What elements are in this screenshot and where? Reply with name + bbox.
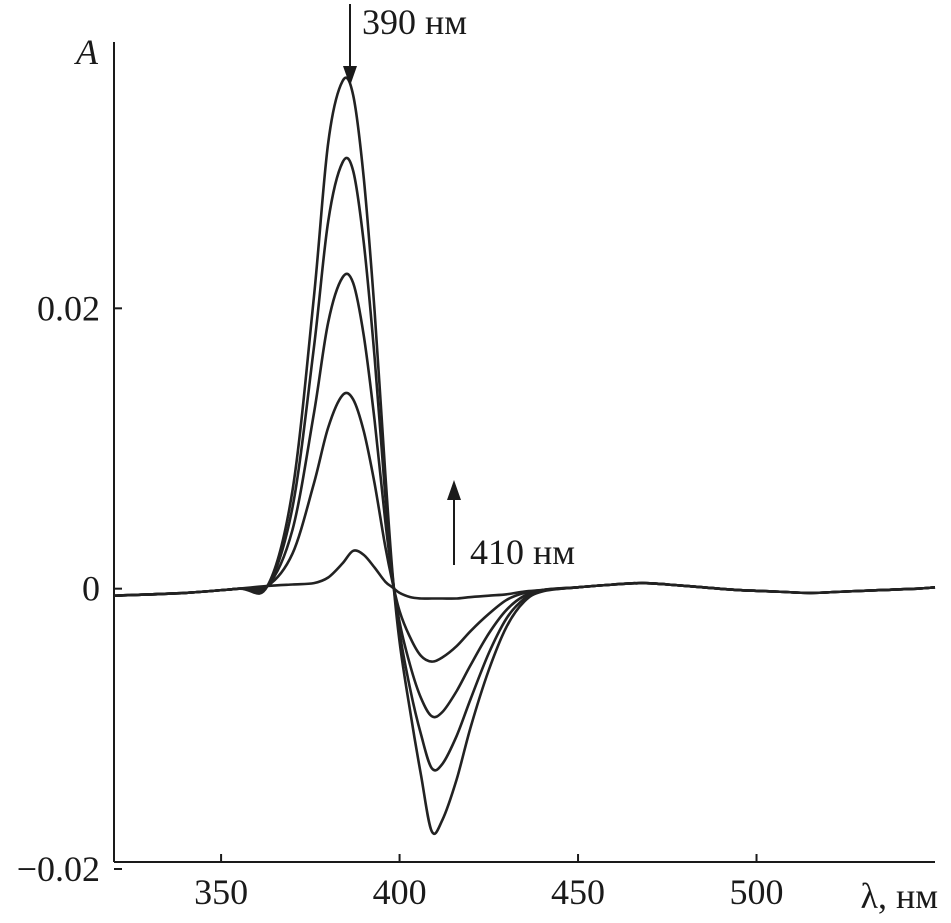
curves xyxy=(113,76,936,836)
ticks: 350 400 450 500 −0.02 0 0.02 xyxy=(17,288,784,912)
y-tick-label: 0 xyxy=(82,569,100,609)
x-tick-label: 350 xyxy=(194,872,248,912)
x-axis-title: λ, нм xyxy=(860,876,938,916)
series-line-4 xyxy=(113,156,936,772)
arrow-down-head xyxy=(343,66,357,86)
axes xyxy=(113,42,935,863)
x-tick-label: 450 xyxy=(551,872,605,912)
annotation-390: 390 нм xyxy=(343,2,467,86)
y-tick-label: −0.02 xyxy=(17,849,100,889)
annotation-390-label: 390 нм xyxy=(362,2,467,42)
x-tick-label: 400 xyxy=(373,872,427,912)
series-line-3 xyxy=(113,272,936,719)
series-line-5 xyxy=(113,76,936,836)
series-line-2 xyxy=(113,391,936,663)
x-tick-label: 500 xyxy=(730,872,784,912)
arrow-up-head xyxy=(447,480,461,500)
annotation-410: 410 нм xyxy=(447,480,575,572)
y-axis-title: A xyxy=(74,32,99,72)
y-tick-label: 0.02 xyxy=(37,288,100,328)
annotations: 390 нм 410 нм xyxy=(343,2,575,572)
annotation-410-label: 410 нм xyxy=(470,532,575,572)
